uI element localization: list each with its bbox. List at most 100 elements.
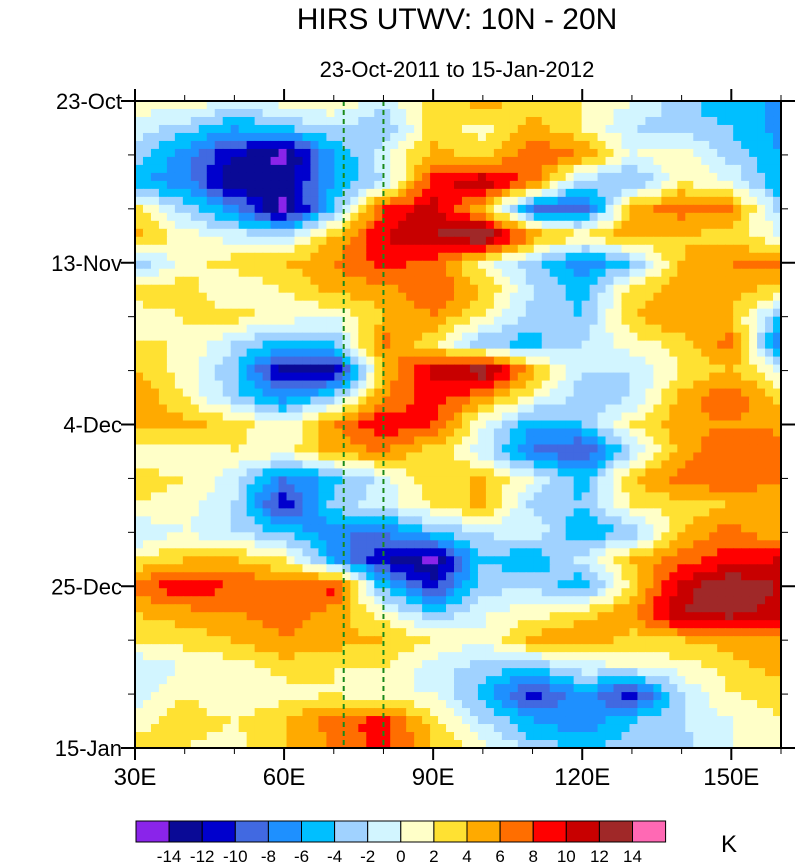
contour-cell: [430, 156, 439, 166]
contour-cell: [765, 436, 774, 446]
contour-cell: [382, 548, 391, 557]
contour-cell: [174, 164, 184, 174]
contour-cell: [589, 500, 599, 509]
contour-cell: [701, 540, 710, 549]
contour-cell: [725, 284, 734, 294]
contour-cell: [541, 532, 551, 541]
contour-cell: [645, 316, 654, 326]
contour-cell: [765, 228, 774, 238]
contour-cell: [477, 276, 487, 286]
contour-cell: [382, 580, 391, 589]
contour-cell: [310, 284, 320, 294]
contour-cell: [430, 332, 439, 342]
contour-cell: [366, 180, 375, 190]
contour-cell: [326, 468, 335, 478]
contour-cell: [382, 244, 391, 254]
contour-cell: [206, 516, 216, 525]
contour-cell: [597, 148, 607, 158]
contour-cell: [685, 212, 694, 222]
contour-cell: [525, 540, 535, 549]
contour-cell: [749, 164, 758, 174]
contour-cell: [318, 316, 328, 326]
contour-cell: [493, 196, 503, 206]
contour-cell: [597, 156, 607, 166]
contour-cell: [382, 356, 391, 366]
contour-cell: [446, 460, 455, 470]
contour-cell: [206, 436, 216, 446]
contour-cell: [541, 196, 551, 206]
contour-cell: [398, 508, 407, 517]
contour-cell: [318, 196, 328, 206]
contour-cell: [461, 476, 471, 486]
contour-cell: [621, 364, 631, 374]
contour-cell: [461, 340, 471, 350]
contour-cell: [765, 204, 774, 214]
contour-cell: [454, 172, 463, 182]
contour-cell: [246, 260, 256, 270]
contour-cell: [166, 316, 176, 326]
contour-cell: [166, 324, 176, 334]
contour-cell: [661, 468, 670, 478]
contour-cell: [589, 212, 599, 222]
contour-cell: [677, 324, 686, 334]
contour-cell: [446, 436, 455, 446]
contour-cell: [142, 148, 152, 158]
contour-cell: [661, 436, 670, 446]
contour-cell: [198, 556, 208, 565]
contour-cell: [533, 188, 543, 198]
contour-cell: [749, 284, 758, 294]
contour-cell: [318, 101, 328, 110]
contour-cell: [190, 420, 200, 430]
contour-cell: [765, 196, 774, 206]
contour-cell: [366, 116, 375, 126]
contour-cell: [485, 132, 495, 142]
contour-cell: [589, 396, 599, 406]
contour-cell: [422, 548, 431, 557]
contour-cell: [254, 508, 264, 517]
contour-cell: [334, 372, 343, 382]
contour-cell: [374, 420, 383, 430]
contour-cell: [773, 148, 782, 158]
contour-cell: [709, 140, 718, 150]
contour-cell: [166, 580, 176, 589]
contour-cell: [517, 564, 527, 573]
contour-cell: [693, 556, 702, 565]
contour-cell: [733, 204, 742, 214]
contour-cell: [653, 484, 662, 493]
contour-cell: [422, 396, 431, 406]
contour-cell: [398, 220, 407, 230]
contour-cell: [557, 220, 567, 230]
contour-cell: [773, 476, 782, 486]
contour-cell: [733, 268, 742, 278]
contour-cell: [773, 116, 782, 126]
contour-cell: [270, 500, 280, 509]
contour-cell: [166, 260, 176, 270]
contour-cell: [238, 380, 248, 390]
contour-cell: [214, 508, 224, 517]
contour-cell: [206, 116, 216, 126]
contour-cell: [701, 101, 710, 110]
contour-cell: [693, 388, 702, 398]
contour-cell: [493, 412, 503, 422]
contour-cell: [246, 101, 256, 110]
contour-cell: [533, 532, 543, 541]
contour-cell: [549, 132, 559, 142]
contour-cell: [589, 316, 599, 326]
contour-cell: [629, 436, 639, 446]
contour-cell: [198, 380, 208, 390]
contour-cell: [230, 500, 240, 509]
contour-cell: [773, 180, 782, 190]
contour-cell: [621, 516, 631, 525]
contour-cell: [621, 204, 631, 214]
contour-cell: [589, 460, 599, 470]
contour-cell: [669, 532, 678, 541]
contour-cell: [533, 388, 543, 398]
contour-cell: [509, 268, 519, 278]
contour-cell: [374, 132, 383, 142]
contour-cell: [414, 404, 423, 414]
contour-cell: [653, 404, 662, 414]
contour-cell: [765, 156, 774, 166]
contour-cell: [318, 492, 328, 501]
contour-cell: [645, 372, 654, 382]
contour-cell: [174, 572, 184, 581]
